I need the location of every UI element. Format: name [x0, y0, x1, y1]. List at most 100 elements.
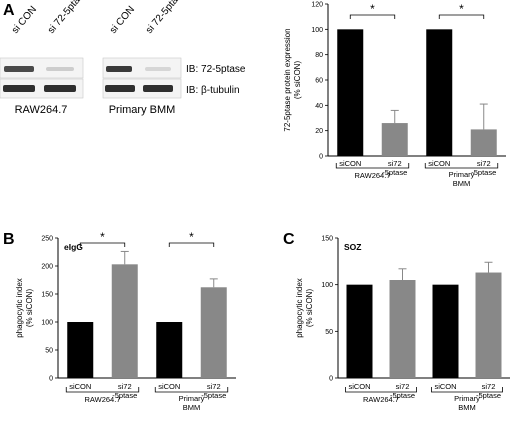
- bar-cat-sicon-bmm: [432, 284, 459, 378]
- y-tick-label: 40: [315, 103, 323, 110]
- y-tick-label: 250: [41, 236, 53, 243]
- blot-band: [145, 67, 171, 71]
- category-label-cat-sicon-bmm: siCON: [434, 382, 456, 391]
- significance-bracket: [79, 242, 126, 247]
- panel-letter-a: A: [3, 2, 15, 19]
- bar-cat-si725-bmm: [200, 287, 227, 378]
- significance-marker: *: [189, 230, 194, 244]
- blot-band: [46, 67, 74, 71]
- y-axis-label-unit: (% siCON): [25, 289, 34, 328]
- category-label-cat-si725-raw: si72: [388, 159, 402, 168]
- category-label-cat-si725-bmm: si72: [207, 382, 221, 391]
- y-tick-label: 100: [41, 320, 53, 327]
- chart-b-eigg-phagocytic-index: 0 50 100 150 200 250 phagocytic index (% siCON)…: [15, 230, 236, 412]
- category-label-cat-sicon-raw: siCON: [348, 382, 370, 391]
- group-bracket: [424, 163, 499, 169]
- y-axis-label-unit: (% siCON): [293, 61, 302, 100]
- category-label-cat-si725-raw: si72: [396, 382, 410, 391]
- group-label-0: RAW264.7: [363, 395, 399, 404]
- bar-cat-sicon-raw: [346, 284, 373, 378]
- blot-cell-label-raw: RAW264.7: [15, 104, 68, 116]
- category-label-cat-si725-raw-cont: -5ptase: [390, 391, 415, 400]
- bar-cat-sicon-bmm: [426, 29, 453, 156]
- y-tick-label: 50: [45, 348, 53, 355]
- bar-cat-sicon-raw: [337, 29, 364, 156]
- panel-letter-c: C: [283, 231, 295, 248]
- western-blot: si CON si 72-5ptase si CON si 72-5ptase …: [0, 0, 246, 116]
- category-label-cat-si725-bmm-cont: -5ptase: [201, 391, 226, 400]
- group-label-0: RAW264.7: [85, 395, 121, 404]
- group-label-1-cont: BMM: [183, 403, 201, 412]
- y-tick-label: 20: [315, 128, 323, 135]
- blot-band: [4, 66, 34, 72]
- y-axis-label: phagocytic index: [15, 278, 24, 338]
- y-tick-label: 100: [321, 282, 333, 289]
- category-label-cat-si725-bmm: si72: [482, 382, 496, 391]
- blot-band: [106, 66, 132, 72]
- chart-a-protein-expression: 0 20 40 60 80 100 120 72-5ptase protein express…: [283, 2, 506, 188]
- category-label-cat-sicon-bmm: siCON: [158, 382, 180, 391]
- blot-lane-label-si725-raw: si 72-5ptase: [46, 0, 90, 36]
- y-axis-label: phagocytic index: [295, 278, 304, 338]
- group-bracket: [431, 387, 503, 393]
- chart-title: SOZ: [344, 242, 361, 252]
- y-axis-label-unit: (% siCON): [305, 289, 314, 328]
- bar-cat-si725-bmm: [475, 272, 502, 378]
- category-label-cat-sicon-bmm: siCON: [428, 159, 450, 168]
- y-tick-label: 0: [319, 154, 323, 161]
- group-label-0: RAW264.7: [355, 171, 391, 180]
- y-tick-label: 0: [49, 376, 53, 383]
- category-label-cat-si725-bmm-cont: -5ptase: [471, 168, 496, 177]
- y-tick-label: 150: [41, 292, 53, 299]
- blot-band: [3, 85, 35, 92]
- category-label-cat-sicon-raw: siCON: [339, 159, 361, 168]
- blot-band: [143, 85, 173, 92]
- group-bracket: [65, 387, 140, 393]
- group-label-1: Primary: [179, 394, 205, 403]
- chart-title: eIgG: [64, 242, 83, 252]
- group-label-1-cont: BMM: [458, 403, 476, 412]
- category-label-cat-sicon-raw: siCON: [69, 382, 91, 391]
- group-label-1: Primary: [449, 170, 475, 179]
- blot-ib-label-tubulin: IB: β-tubulin: [186, 85, 240, 96]
- bar-cat-si725-raw: [389, 280, 416, 378]
- category-label-cat-si725-bmm-cont: -5ptase: [476, 391, 501, 400]
- significance-marker: *: [459, 2, 464, 16]
- y-tick-label: 80: [315, 52, 323, 59]
- significance-bracket: [349, 14, 396, 19]
- y-tick-label: 100: [311, 27, 323, 34]
- chart-c-soz-phagocytic-index: 0 50 100 150 phagocytic index (% siCON) SOZ siC…: [295, 236, 510, 412]
- bar-cat-si725-raw: [111, 264, 138, 378]
- y-tick-label: 150: [321, 236, 333, 243]
- category-label-cat-si725-raw-cont: -5ptase: [112, 391, 137, 400]
- category-label-cat-si725-raw: si72: [118, 382, 132, 391]
- blot-ib-label-72-5ptase: IB: 72-5ptase: [186, 64, 246, 75]
- panel-letter-b: B: [3, 231, 15, 248]
- y-tick-label: 50: [325, 329, 333, 336]
- significance-marker: *: [370, 2, 375, 16]
- blot-band: [105, 85, 135, 92]
- y-tick-label: 120: [311, 2, 323, 9]
- blot-cell-label-bmm: Primary BMM: [109, 104, 176, 116]
- group-bracket: [154, 387, 229, 393]
- bar-cat-si725-raw: [381, 123, 408, 156]
- significance-bracket: [168, 242, 215, 247]
- significance-bracket: [438, 14, 485, 19]
- blot-strip-tubulin-bmm: [102, 78, 182, 99]
- blot-strip-tubulin-raw: [0, 78, 84, 99]
- significance-marker: *: [100, 230, 105, 244]
- y-axis-label: 72-5ptase protein expression: [283, 28, 292, 131]
- y-tick-label: 200: [41, 264, 53, 271]
- group-bracket: [345, 387, 417, 393]
- blot-lane-label-si725-bmm: si 72-5ptase: [144, 0, 188, 36]
- group-label-1: Primary: [454, 394, 480, 403]
- bar-cat-sicon-bmm: [156, 322, 183, 378]
- bar-cat-si725-bmm: [470, 129, 497, 156]
- category-label-cat-si725-raw-cont: -5ptase: [382, 168, 407, 177]
- blot-lane-label-sicon-bmm: si CON: [108, 4, 137, 36]
- blot-band: [44, 85, 76, 92]
- category-label-cat-si725-bmm: si72: [477, 159, 491, 168]
- blot-strip-72-5ptase-raw: [0, 57, 84, 79]
- y-tick-label: 0: [329, 376, 333, 383]
